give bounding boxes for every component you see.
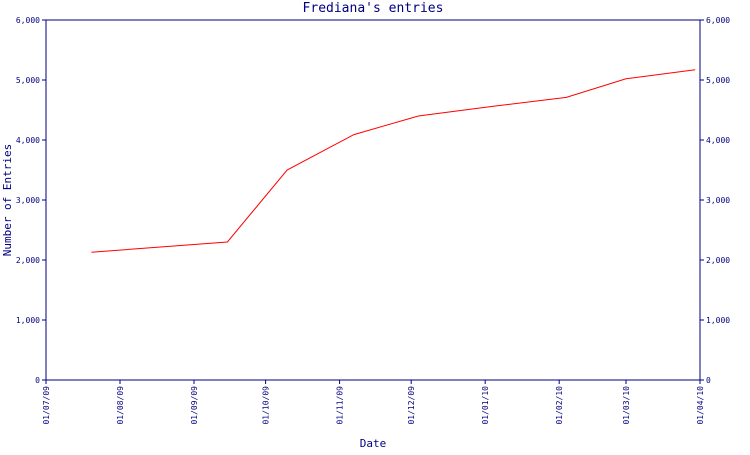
y-tick-label-left: 4,000 [16, 136, 40, 145]
y-tick-label-right: 3,000 [706, 196, 730, 205]
y-tick-label-left: 3,000 [16, 196, 40, 205]
y-tick-label-left: 1,000 [16, 316, 40, 325]
axes: 0 0 1,000 1,000 2,000 2,000 3,000 3,000 4,000 4,0… [16, 16, 730, 425]
y-tick-label-right: 0 [706, 376, 711, 385]
series-line [91, 69, 696, 253]
chart-title: Frediana's entries [303, 1, 444, 16]
x-tick-label: 01/12/09 [407, 386, 416, 425]
y-tick-label-right: 4,000 [706, 136, 730, 145]
x-tick-label: 01/10/09 [262, 386, 271, 425]
y-tick-label-left: 5,000 [16, 76, 40, 85]
y-axis-title: Number of Entries [1, 144, 14, 257]
x-tick-label: 01/03/10 [622, 386, 631, 425]
x-tick-label: 01/09/09 [190, 386, 199, 425]
y-tick-label-right: 6,000 [706, 16, 730, 25]
y-tick-label-right: 5,000 [706, 76, 730, 85]
y-tick-label-left: 6,000 [16, 16, 40, 25]
x-tick-label: 01/11/09 [336, 386, 345, 425]
y-tick-label-left: 0 [35, 376, 40, 385]
x-tick-label: 01/04/10 [696, 386, 705, 425]
y-tick-label-left: 2,000 [16, 256, 40, 265]
series-layer [91, 69, 696, 253]
x-tick-label: 01/02/10 [555, 386, 564, 425]
y-tick-label-right: 1,000 [706, 316, 730, 325]
x-tick-label: 01/08/09 [116, 386, 125, 425]
x-tick-label: 01/07/09 [42, 386, 51, 425]
x-axis-title: Date [360, 437, 387, 450]
y-tick-label-right: 2,000 [706, 256, 730, 265]
x-tick-label: 01/01/10 [481, 386, 490, 425]
